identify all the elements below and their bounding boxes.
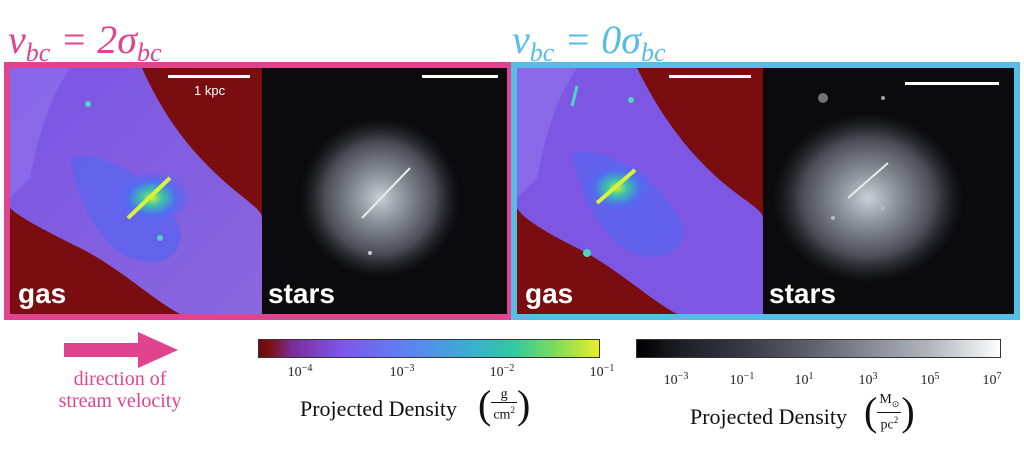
tick-exponent: −1 (743, 371, 755, 382)
right-stars-image (773, 93, 963, 283)
left-stars-panel: stars (262, 68, 507, 314)
tick-base: 10 (920, 373, 935, 388)
gas-colorbar-tick: 10−1 (590, 362, 615, 380)
tick-base: 10 (663, 373, 678, 388)
unit-denominator: cm2 (491, 403, 517, 423)
unit-den-exponent: 2 (510, 405, 515, 416)
right-stars-panel: stars (763, 68, 1014, 314)
tick-base: 10 (489, 365, 504, 380)
scale-bar (422, 75, 498, 78)
tick-exponent: 3 (872, 371, 878, 382)
stars-colorbar-unit: (M⊙ pc2) (864, 389, 915, 435)
left-gas-image (10, 68, 262, 314)
tick-exponent: 7 (996, 371, 1002, 382)
gas-colorbar-unit: (g cm2) (478, 382, 531, 427)
gas-label: gas (18, 278, 67, 309)
arrow-caption: direction of stream velocity (40, 368, 200, 412)
unit-den-base: cm (493, 407, 511, 423)
gas-colorbar-tick: 10−2 (490, 362, 515, 380)
title-equation: = 2σ (50, 17, 138, 62)
unit-numerator: g (491, 387, 517, 404)
unit-num-base: M (879, 392, 892, 407)
unit-num-subscript: ⊙ (891, 398, 900, 409)
scale-bar (669, 75, 751, 78)
left-simulation-frame (4, 62, 513, 320)
tick-base: 10 (858, 373, 873, 388)
tick-exponent: −3 (403, 363, 415, 374)
stars-colorbar-tick: 103 (859, 370, 878, 388)
right-gas-image (517, 68, 763, 314)
unit-den-base: pc (880, 417, 894, 433)
scale-bar (168, 75, 250, 78)
tick-exponent: −4 (301, 363, 313, 374)
tick-base: 10 (982, 373, 997, 388)
left-gas-panel: 1 kpc gas (10, 68, 262, 314)
unit-den-exponent: 2 (893, 414, 899, 425)
right-simulation-frame (511, 62, 1020, 320)
tick-base: 10 (589, 365, 604, 380)
right-simulation-title: vbc = 0σbc (512, 20, 666, 73)
stars-colorbar-tick: 105 (921, 370, 940, 388)
unit-numerator: M⊙ (877, 392, 902, 413)
stars-label: stars (268, 278, 335, 309)
arrow-caption-line-1: direction of (73, 368, 167, 390)
arrow-caption-line-2: stream velocity (58, 390, 182, 412)
title-variable: v (512, 17, 530, 62)
stars-label: stars (769, 278, 836, 309)
tick-base: 10 (794, 373, 809, 388)
stars-colorbar-tick: 10−1 (730, 370, 755, 388)
right-gas-panel: gas (517, 68, 763, 314)
title-equation: = 0σ (554, 17, 642, 62)
title-variable: v (8, 17, 26, 62)
left-stars-image (300, 118, 460, 278)
tick-exponent: 5 (934, 371, 940, 382)
stars-colorbar-tick: 101 (795, 370, 814, 388)
tick-exponent: −2 (503, 363, 515, 374)
stars-colorbar-tick: 107 (983, 370, 1002, 388)
stars-colorbar (636, 339, 1001, 358)
scale-bar (905, 82, 999, 85)
stream-direction-arrow (64, 332, 178, 368)
gas-colorbar-tick: 10−3 (390, 362, 415, 380)
scale-label: 1 kpc (194, 83, 226, 98)
tick-base: 10 (287, 365, 302, 380)
gas-label: gas (525, 278, 574, 309)
tick-base: 10 (729, 373, 744, 388)
gas-colorbar-tick: 10−4 (288, 362, 313, 380)
tick-exponent: −1 (603, 363, 615, 374)
stars-colorbar-title: Projected Density (690, 404, 848, 429)
gas-colorbar (258, 339, 600, 358)
unit-denominator: pc2 (877, 413, 901, 433)
gas-colorbar-title: Projected Density (300, 396, 458, 421)
tick-exponent: 1 (808, 371, 814, 382)
tick-exponent: −3 (677, 371, 689, 382)
stars-colorbar-tick: 10−3 (664, 370, 689, 388)
tick-base: 10 (389, 365, 404, 380)
